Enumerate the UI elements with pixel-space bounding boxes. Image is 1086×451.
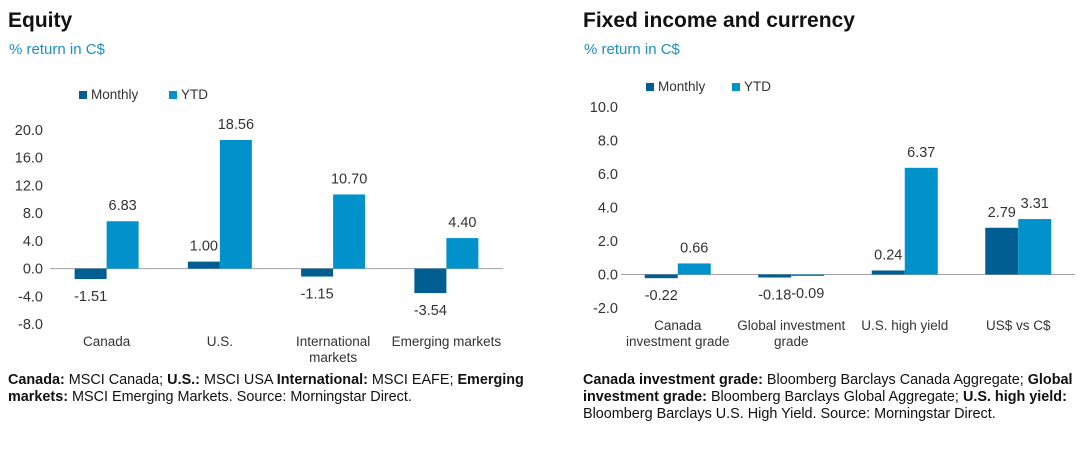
equity-footnote-label: Emerging markets: <box>8 372 524 405</box>
fixed-y-tick-label: 4.0 <box>598 201 618 217</box>
fixed-y-tick-label: 6.0 <box>598 167 618 183</box>
equity-legend-label-monthly: Monthly <box>91 87 139 102</box>
fixed-data-label-monthly: -0.22 <box>645 288 678 304</box>
fixed-footnote-label: Global investment grade: <box>583 372 1073 405</box>
equity-footnote-text: MSCI Canada; <box>64 372 168 388</box>
fixed-legend-swatch-monthly <box>646 83 654 91</box>
fixed-bar-monthly <box>758 274 792 278</box>
fixed-legend-label-monthly: Monthly <box>658 79 706 94</box>
fixed-data-label-ytd: -0.09 <box>791 286 824 302</box>
equity-data-label-monthly: -1.51 <box>74 289 107 305</box>
fixed-data-label-monthly: 0.24 <box>874 247 902 263</box>
equity-data-label-ytd: 6.83 <box>109 198 137 214</box>
fixed-income-panel: Fixed income and currency % return in C$… <box>575 0 1086 451</box>
equity-title: Equity <box>8 9 73 32</box>
equity-footnote-label: Canada: <box>8 372 65 388</box>
fixed-y-tick-label: 2.0 <box>598 234 618 250</box>
fixed-income-title: Fixed income and currency <box>583 9 855 32</box>
equity-category-label: markets <box>309 350 357 365</box>
equity-y-tick-label: -4.0 <box>18 289 43 305</box>
equity-chart: Monthly YTD 20.0 16.0 12.0 8.0 4.0 0.0 -4.0 -8.0 -… <box>15 87 503 365</box>
fixed-footnote-label: U.S. high yield: <box>962 388 1067 405</box>
fixed-category-label: investment grade <box>626 334 730 349</box>
equity-data-label-ytd: 18.56 <box>218 117 254 133</box>
equity-bar-monthly <box>301 268 334 277</box>
fixed-income-footnote: Canada investment grade: Bloomberg Barcl… <box>583 372 1086 422</box>
fixed-y-tick-label: -2.0 <box>593 301 618 317</box>
equity-panel: Equity % return in C$ Monthly YTD 20.0 16.0… <box>8 9 528 406</box>
fixed-bar-ytd <box>677 263 711 275</box>
equity-y-tick-label: 20.0 <box>15 123 43 139</box>
equity-footnote-text: MSCI EAFE; <box>367 372 458 388</box>
equity-bar-ytd <box>333 194 366 269</box>
equity-bar-monthly <box>187 261 220 269</box>
fixed-category-label: Global investment <box>737 318 845 333</box>
equity-data-label-ytd: 4.40 <box>448 215 476 231</box>
equity-bar-monthly <box>414 268 447 294</box>
fixed-bar-ytd <box>791 274 825 277</box>
equity-footnote-label: International: <box>276 372 368 388</box>
equity-bar-ytd <box>106 221 139 269</box>
fixed-data-label-ytd: 3.31 <box>1021 196 1049 212</box>
equity-footnote-text: MSCI Emerging Markets. Source: Morningst… <box>68 388 412 405</box>
fixed-footnote-text: Bloomberg Barclays Global Aggregate; <box>706 388 963 405</box>
fixed-bar-ytd <box>1018 219 1052 275</box>
fixed-bar-monthly <box>871 270 905 275</box>
equity-bar-ytd <box>219 139 252 269</box>
fixed-y-tick-label: 8.0 <box>598 134 618 150</box>
equity-data-label-monthly: 1.00 <box>190 239 218 255</box>
equity-legend-swatch-ytd <box>169 91 177 99</box>
fixed-category-label: U.S. high yield <box>861 318 948 333</box>
equity-data-label-monthly: -3.54 <box>414 303 447 319</box>
equity-data-label-monthly: -1.15 <box>301 287 334 303</box>
equity-y-tick-label: 4.0 <box>23 234 43 250</box>
equity-category-label: Emerging markets <box>392 334 502 349</box>
fixed-bar-monthly <box>985 227 1019 275</box>
fixed-category-label: US$ vs C$ <box>986 318 1051 333</box>
fixed-y-tick-label: 0.0 <box>598 268 618 284</box>
fixed-data-label-monthly: 2.79 <box>988 205 1016 221</box>
fixed-footnote-label: Canada investment grade: <box>583 372 763 388</box>
fixed-y-tick-label: 10.0 <box>590 100 618 116</box>
fixed-footnote-text: Bloomberg Barclays Canada Aggregate; <box>762 372 1028 388</box>
fixed-data-label-ytd: 0.66 <box>680 240 708 256</box>
fixed-legend-swatch-ytd <box>732 83 740 91</box>
equity-footnote-label: U.S.: <box>167 372 200 388</box>
fixed-income-subtitle: % return in C$ <box>584 41 680 58</box>
equity-category-label: Canada <box>83 334 131 349</box>
equity-category-label: International <box>296 334 370 349</box>
fixed-category-label: grade <box>774 334 809 349</box>
fixed-data-label-monthly: -0.18 <box>758 288 791 304</box>
equity-y-tick-label: 16.0 <box>15 151 43 167</box>
fixed-bar-ytd <box>904 167 938 275</box>
equity-bar-ytd <box>446 238 479 269</box>
equity-bar-monthly <box>74 268 107 280</box>
fixed-category-label: Canada <box>654 318 702 333</box>
equity-footnote-text: MSCI USA <box>199 372 277 388</box>
equity-legend-swatch-monthly <box>79 91 87 99</box>
equity-legend-label-ytd: YTD <box>181 87 208 102</box>
equity-data-label-ytd: 10.70 <box>331 171 367 187</box>
equity-y-tick-label: -8.0 <box>18 317 43 333</box>
equity-y-tick-label: 12.0 <box>15 178 43 194</box>
equity-category-label: U.S. <box>207 334 233 349</box>
equity-y-tick-label: 8.0 <box>23 206 43 222</box>
equity-subtitle: % return in C$ <box>9 41 105 58</box>
equity-footnote: Canada: MSCI Canada; U.S.: MSCI USA Inte… <box>8 372 528 406</box>
equity-y-tick-label: 0.0 <box>23 262 43 278</box>
fixed-income-chart: Monthly YTD 10.0 8.0 6.0 4.0 2.0 0.0 -2.0 -0.22 0.… <box>590 79 1075 349</box>
fixed-bar-monthly <box>644 274 678 279</box>
fixed-data-label-ytd: 6.37 <box>907 145 935 161</box>
fixed-legend-label-ytd: YTD <box>744 79 771 94</box>
fixed-footnote-text: Bloomberg Barclays U.S. High Yield. Sour… <box>583 405 996 422</box>
